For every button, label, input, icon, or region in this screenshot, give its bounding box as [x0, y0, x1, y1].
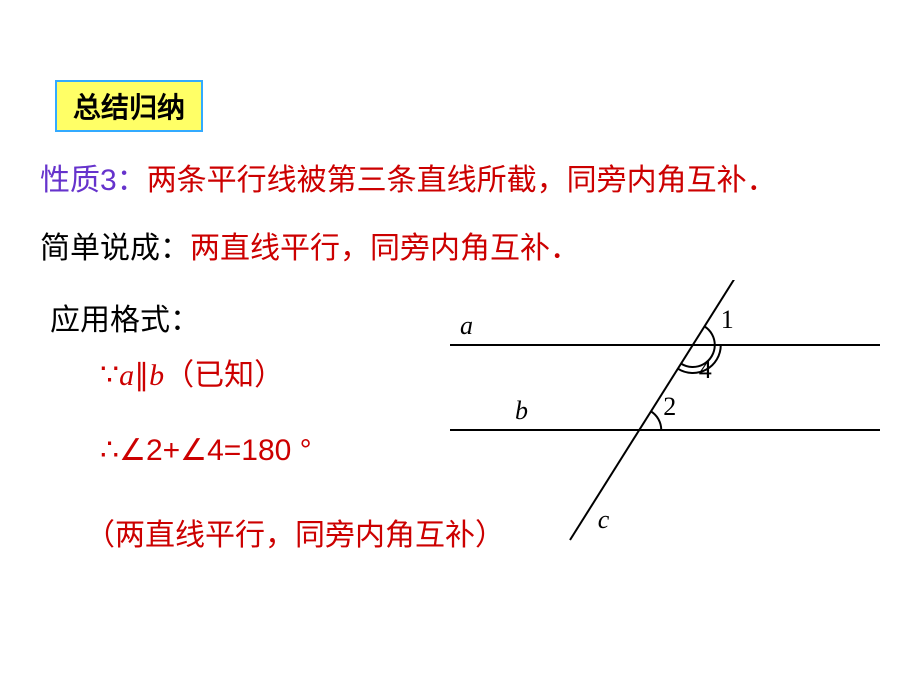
summary-badge: 总结归纳: [55, 80, 203, 132]
parallel-sym: ∥: [134, 359, 149, 392]
format-label: 应用格式：: [50, 300, 200, 342]
property-prefix: 性质3：: [40, 164, 147, 197]
proof-line-2: ∴∠2+∠4=180 °: [100, 430, 312, 472]
simple-prefix: 简单说成：: [40, 232, 190, 265]
because-sym: ∵: [100, 359, 119, 392]
line-c: [570, 280, 740, 540]
arc-angle-2: [651, 411, 661, 430]
label-a: a: [460, 311, 473, 341]
proof-line-1: ∵a∥b（已知）: [100, 355, 284, 397]
diagram: a b c 1 4 2: [440, 280, 885, 560]
given-text: （已知）: [164, 359, 284, 392]
label-c: c: [598, 505, 610, 535]
label-angle-2: 2: [663, 392, 676, 422]
var-b: b: [149, 359, 164, 392]
arc-angle-1: [704, 326, 714, 345]
label-angle-1: 1: [721, 305, 734, 335]
property-body: 两条平行线被第三条直线所截，同旁内角互补．: [147, 164, 777, 197]
simple-line: 简单说成：两直线平行，同旁内角互补．: [40, 228, 580, 270]
label-angle-4: 4: [699, 355, 712, 385]
label-b: b: [515, 396, 528, 426]
property-line: 性质3：两条平行线被第三条直线所截，同旁内角互补．: [40, 160, 777, 202]
var-a: a: [119, 359, 134, 392]
simple-body: 两直线平行，同旁内角互补．: [190, 232, 580, 265]
